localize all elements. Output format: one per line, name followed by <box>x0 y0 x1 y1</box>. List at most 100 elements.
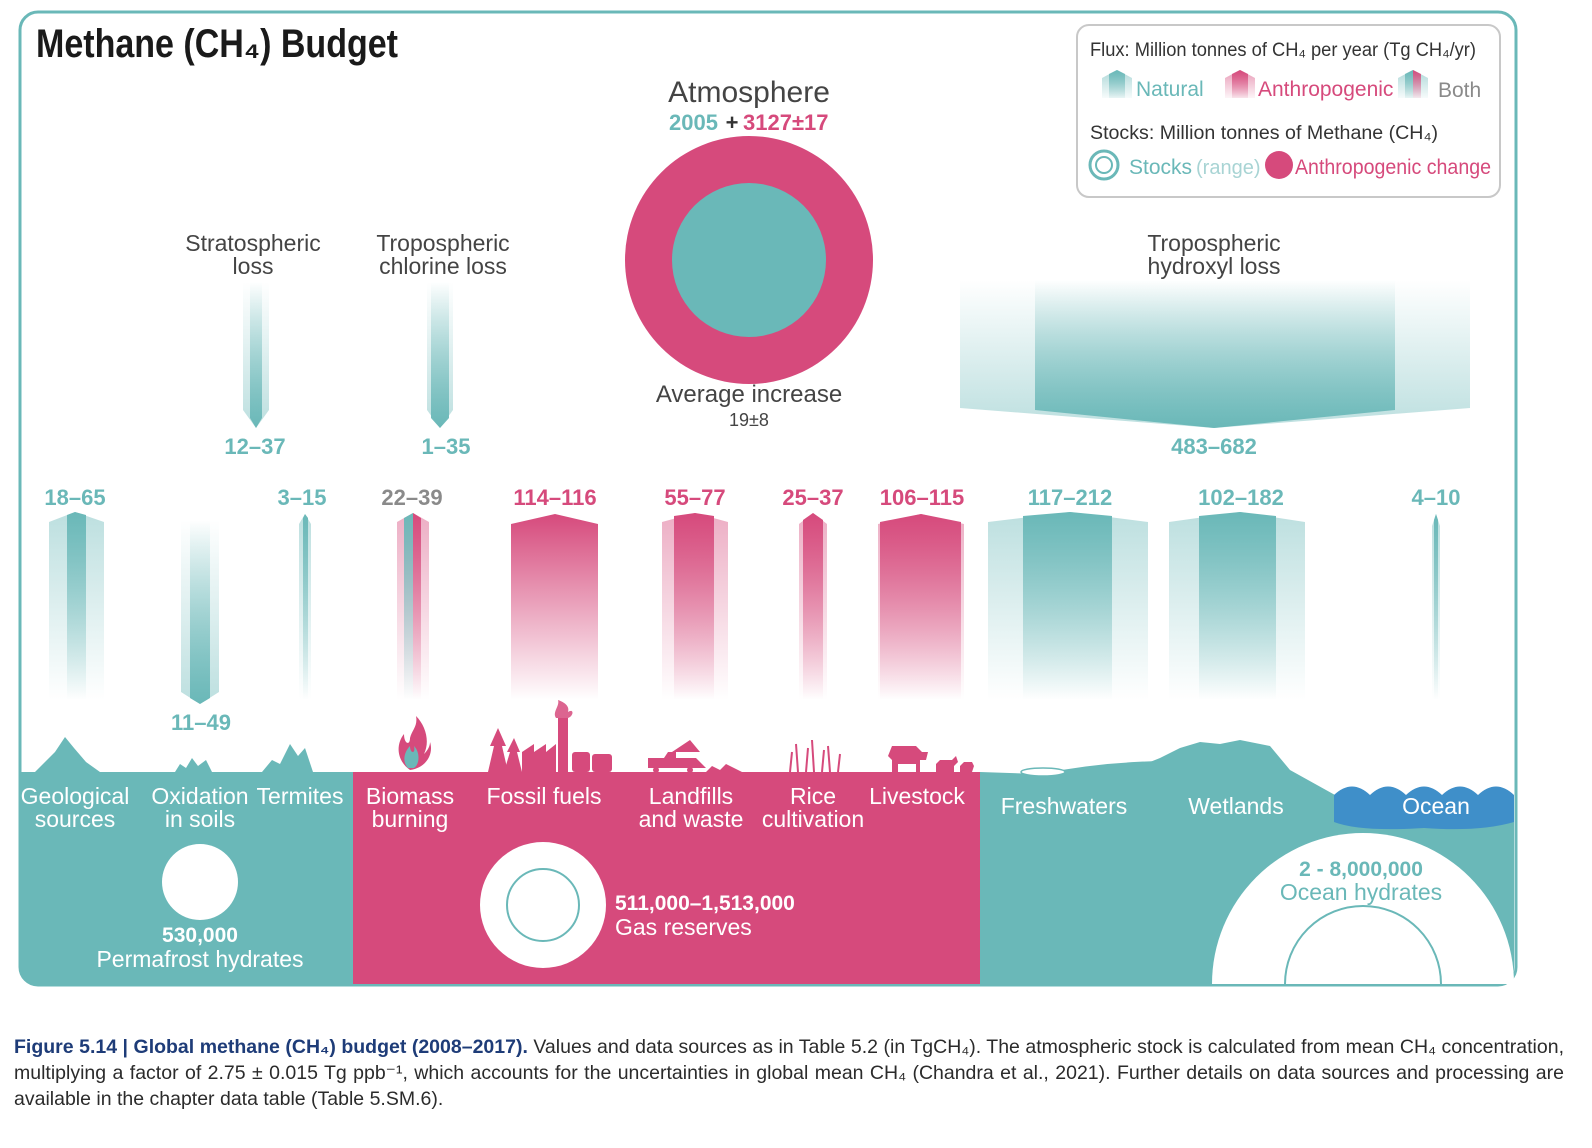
sink-hydroxyl-value: 483–682 <box>1171 434 1257 459</box>
ocean-hydrate-value: 2 - 8,000,000 <box>1299 858 1423 881</box>
legend-both-icon <box>1398 70 1428 98</box>
source-value-landfills: 55–77 <box>664 485 725 510</box>
wheel-icon <box>653 767 659 773</box>
source-value-freshwaters: 117–212 <box>1028 485 1112 510</box>
atmosphere-plus: + <box>726 110 739 135</box>
gas-reserve-value: 511,000–1,513,000 <box>615 892 795 915</box>
arrow-stratospheric-loss <box>243 282 269 428</box>
pig-icon <box>960 762 974 772</box>
source-label-freshwaters: Freshwaters <box>1001 793 1128 819</box>
garbage-truck-icon <box>648 752 706 768</box>
legend-natural-label: Natural <box>1136 78 1204 101</box>
truck-bin-icon <box>672 740 700 752</box>
legend-natural-icon <box>1102 70 1132 98</box>
source-label-landfills-2: and waste <box>639 806 744 832</box>
source-value-biomass: 22–39 <box>381 485 442 510</box>
wheel-icon-2 <box>687 767 693 773</box>
sink-chlorine-label-2: chlorine loss <box>379 253 507 279</box>
figure-caption: Figure 5.14 | Global methane (CH₄) budge… <box>14 1034 1564 1112</box>
gas-reserve-range-ring <box>506 868 580 942</box>
methane-budget-diagram: Methane (CH₄) Budget Flux: Million tonne… <box>18 10 1518 987</box>
legend-anthropogenic-label: Anthropogenic <box>1258 78 1393 101</box>
ocean-hydrate-dome <box>1212 833 1514 984</box>
source-label-ocean: Ocean <box>1402 793 1470 819</box>
atmosphere-increase-label: Average increase <box>656 381 842 408</box>
ocean-hydrate-label: Ocean hydrates <box>1280 879 1442 905</box>
legend <box>1076 24 1501 198</box>
sink-stratospheric-label-2: loss <box>233 253 274 279</box>
legend-anthro-change-label: Anthropogenic change <box>1295 156 1491 179</box>
soil-grass-icon <box>175 758 212 772</box>
source-value-livestock: 106–115 <box>880 485 964 510</box>
arrow-hydroxyl-loss <box>960 280 1470 428</box>
legend-stock-inner-icon <box>1095 156 1113 174</box>
sink-hydroxyl-label-1: Tropospheric <box>1147 230 1280 256</box>
legend-stock-icon <box>1088 149 1120 181</box>
arrow-freshwaters <box>988 512 1148 700</box>
source-label-rice-2: cultivation <box>762 806 864 832</box>
landfill-heap-icon <box>706 764 750 782</box>
source-label-wetlands: Wetlands <box>1188 793 1283 819</box>
sink-stratospheric-value: 12–37 <box>224 434 285 459</box>
ocean-band <box>1334 795 1514 822</box>
source-value-rice: 25–37 <box>782 485 843 510</box>
mountain-icon <box>35 737 100 772</box>
arrow-oxidation-in-soils <box>181 520 219 704</box>
arrow-fossil-fuels <box>511 514 598 700</box>
source-arrows <box>49 512 1440 700</box>
anthropogenic-ground <box>353 772 980 984</box>
source-label-geological-2: sources <box>35 806 116 832</box>
arrow-ocean <box>1432 514 1440 700</box>
atmosphere-increase-value: 19±8 <box>729 410 769 430</box>
diagram-title: Methane (CH₄) Budget <box>36 22 398 66</box>
source-icons <box>398 700 974 782</box>
arrow-wetlands <box>1169 512 1305 700</box>
gas-reserve-circle <box>480 842 606 968</box>
sink-stratospheric-label-1: Stratospheric <box>185 230 321 256</box>
legend-anthropogenic-icon <box>1225 70 1255 98</box>
source-value-ocean: 4–10 <box>1412 485 1461 510</box>
legend-range-label: (range) <box>1196 157 1260 179</box>
arrow-landfills-and-waste <box>662 513 728 700</box>
sink-arrows <box>181 280 1470 704</box>
freshwater-pond-icon <box>1020 767 1066 777</box>
source-label-landfills-1: Landfills <box>649 783 733 809</box>
storage-tank-icon-2 <box>592 754 612 772</box>
legend-both-label: Both <box>1438 79 1481 102</box>
underground-stocks <box>162 833 1514 985</box>
source-label-biomass-2: burning <box>372 806 449 832</box>
storage-tank-icon <box>572 752 590 772</box>
source-label-oxidation-1: Oxidation <box>151 783 248 809</box>
arrow-biomass-burning <box>397 513 429 700</box>
arrow-geological-sources <box>49 512 104 700</box>
sink-chlorine-value: 1–35 <box>422 434 471 459</box>
gas-reserve-label: Gas reserves <box>615 914 752 940</box>
source-label-fossil: Fossil fuels <box>486 783 601 809</box>
legend-anthro-change-icon <box>1265 151 1293 179</box>
source-label-biomass-1: Biomass <box>366 783 454 809</box>
source-label-geological-1: Geological <box>21 783 130 809</box>
atmosphere-stock <box>625 136 873 384</box>
rice-plant-icon <box>789 739 841 773</box>
legend-stocks-title: Stocks: Million tonnes of Methane (CH₄) <box>1090 123 1438 144</box>
cow-icon <box>888 746 928 772</box>
smoke-icon <box>554 700 573 718</box>
atmosphere-natural-stock: 2005 <box>669 110 718 135</box>
legend-stocks-label: Stocks <box>1129 156 1192 179</box>
arrow-termites <box>299 514 311 700</box>
permafrost-stock-circle <box>162 844 238 920</box>
source-value-geological: 18–65 <box>44 485 105 510</box>
tree-icon <box>488 728 508 772</box>
sheep-icon <box>936 756 958 772</box>
atmosphere-anthro-stock: 3127±17 <box>743 110 829 135</box>
caption-title: Figure 5.14 | Global methane (CH₄) budge… <box>14 1036 528 1058</box>
source-value-termites: 3–15 <box>278 485 327 510</box>
source-label-livestock: Livestock <box>869 783 965 809</box>
legend-box <box>1076 24 1501 198</box>
caption-text: Values and data sources as in Table 5.2 … <box>14 1036 1564 1110</box>
atmosphere-label: Atmosphere <box>668 76 830 109</box>
wetland-vegetation-icon <box>1075 740 1290 772</box>
chimney-icon <box>558 718 568 772</box>
sink-hydroxyl-label-2: hydroxyl loss <box>1148 253 1281 279</box>
ocean-wave-bottom <box>1334 822 1514 830</box>
